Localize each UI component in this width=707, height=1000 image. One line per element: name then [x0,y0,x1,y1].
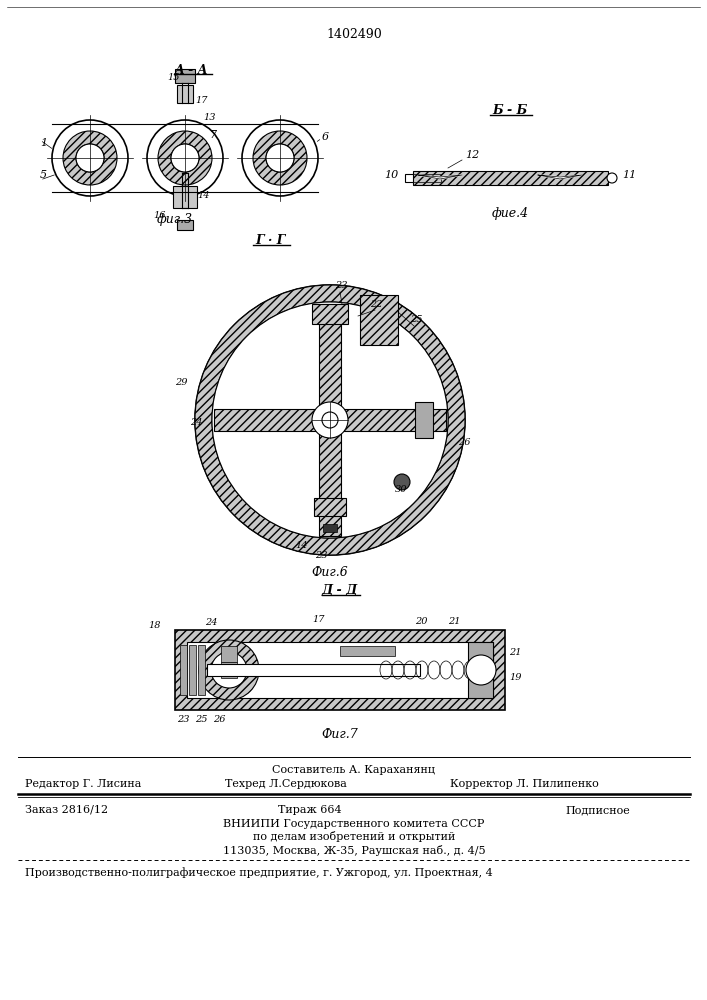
Bar [177,220,193,230]
Polygon shape [418,175,462,179]
Bar [405,174,413,182]
Bar [207,664,420,676]
Text: 13: 13 [203,113,216,122]
Text: Техред Л.Сердюкова: Техред Л.Сердюкова [225,779,347,789]
Text: 17: 17 [195,96,207,105]
Text: 5: 5 [40,170,47,180]
Text: ВНИИПИ Государственного комитета СССР: ВНИИПИ Государственного комитета СССР [223,819,485,829]
Bar [187,642,493,698]
Text: 25: 25 [195,715,207,724]
Circle shape [322,412,338,428]
Text: Д - Д: Д - Д [322,584,358,596]
Text: 18: 18 [148,621,161,630]
Text: 1: 1 [40,138,47,148]
Text: 1402490: 1402490 [326,27,382,40]
Text: 16: 16 [153,211,165,220]
Circle shape [199,640,259,700]
Text: 26: 26 [213,715,226,724]
Text: 23: 23 [315,551,327,560]
Circle shape [312,402,348,438]
Bar [413,171,608,185]
Bar [415,402,433,438]
FancyBboxPatch shape [413,174,441,182]
Circle shape [266,144,294,172]
Text: 19: 19 [509,673,522,682]
Text: 21: 21 [448,617,460,626]
Text: Фиг.6: Фиг.6 [312,566,349,580]
Text: 24: 24 [205,618,218,627]
Bar [221,662,237,678]
Bar [468,642,493,698]
Text: Тираж 664: Тираж 664 [278,805,341,815]
Text: 17: 17 [312,615,325,624]
Bar [175,69,195,83]
Bar [177,85,193,103]
Wedge shape [63,131,117,185]
Circle shape [171,144,199,172]
Text: 23: 23 [335,281,348,290]
Circle shape [212,302,448,538]
Bar [360,295,398,345]
Text: Б - Б: Б - Б [492,104,527,116]
Text: Редактор Г. Лисина: Редактор Г. Лисина [25,779,141,789]
Wedge shape [253,131,307,185]
Text: 24: 24 [190,418,202,427]
Circle shape [466,655,496,685]
Text: 15: 15 [167,73,180,82]
Text: 30: 30 [395,485,407,494]
Text: Заказ 2816/12: Заказ 2816/12 [25,805,108,815]
Bar [312,304,348,324]
Wedge shape [158,131,212,185]
Text: по делам изобретений и открытий: по делам изобретений и открытий [253,832,455,842]
Text: 26: 26 [458,438,470,447]
Text: Корректор Л. Пилипенко: Корректор Л. Пилипенко [450,779,599,789]
Text: 11: 11 [622,170,636,180]
Bar [180,645,187,695]
Text: 10: 10 [384,170,398,180]
Text: 22: 22 [370,300,382,309]
Text: 23: 23 [177,715,189,724]
Bar [221,646,237,662]
Polygon shape [538,175,582,179]
Text: фиг.3: фиг.3 [157,214,193,227]
Text: 29: 29 [175,378,187,387]
Text: 21: 21 [509,648,522,657]
Text: 20: 20 [415,617,428,626]
Text: Подписное: Подписное [565,805,630,815]
Bar [340,646,395,656]
Bar [314,498,346,516]
Text: 12: 12 [465,150,479,160]
Text: 14: 14 [295,541,308,550]
Text: фие.4: фие.4 [491,207,529,220]
Bar [214,409,446,431]
Text: Производственно-полиграфическое предприятие, г. Ужгород, ул. Проектная, 4: Производственно-полиграфическое предприя… [25,868,493,878]
Text: 7: 7 [210,130,217,140]
Text: Г · Г: Г · Г [255,233,285,246]
Text: 113035, Москва, Ж-35, Раушская наб., д. 4/5: 113035, Москва, Ж-35, Раушская наб., д. … [223,844,485,856]
Text: Фиг.7: Фиг.7 [322,728,358,742]
Text: Составитель А. Караханянц: Составитель А. Караханянц [272,765,436,775]
Circle shape [76,144,104,172]
Circle shape [394,474,410,490]
Text: 14: 14 [197,191,209,200]
Text: 25: 25 [410,315,423,324]
Text: A - A: A - A [175,64,209,77]
Circle shape [607,173,617,183]
Text: 6: 6 [322,132,329,142]
Wedge shape [195,285,465,555]
Bar [189,645,196,695]
Circle shape [211,652,247,688]
Bar [319,304,341,536]
Bar [198,645,205,695]
Bar [323,524,337,532]
Bar [173,186,197,208]
Bar [175,630,505,710]
